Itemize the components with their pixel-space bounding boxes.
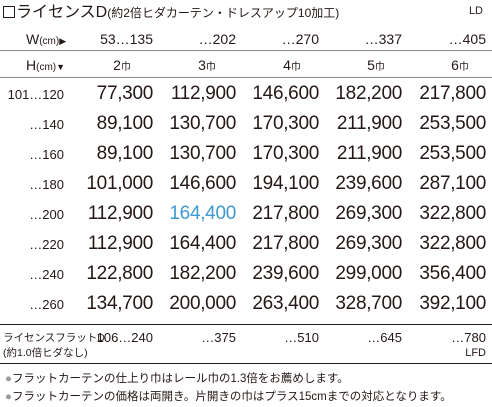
price-cell: 356,400 [419,263,486,284]
divider [0,324,492,325]
price-cell: 269,300 [335,203,402,224]
price-cell: 112,900 [170,83,236,104]
price-cell: 287,100 [419,173,486,194]
price-cell: 239,600 [252,263,319,284]
height-range-label: …180 [29,177,64,192]
price-cell: 269,300 [335,233,402,254]
panel-count: 6 [451,57,459,73]
width-range-cell: …337 [364,31,402,47]
flat-width-cell: 106…240 [96,330,153,345]
flat-width-cell: …645 [367,330,402,345]
width-range-cell: …270 [281,31,319,47]
price-cell: 392,100 [419,293,486,314]
panel-count-cell: 4巾 [252,57,332,73]
title: ライセンスD(約2倍ヒダカーテン・ドレスアップ10加工) [3,3,339,23]
price-cell: 89,100 [96,143,154,164]
price-cell: 130,700 [169,143,236,164]
flat-width-cell: …510 [284,330,319,345]
panel-count: 5 [367,57,375,73]
price-cell: 130,700 [169,113,236,134]
height-range-label: …240 [29,267,64,282]
flat-width-cell: …375 [201,330,236,345]
price-cell: 170,300 [252,143,319,164]
bullet-icon: ● [5,373,12,385]
height-range-label: …220 [29,237,64,252]
price-cell: 322,800 [419,203,486,224]
price-cell: 170,300 [252,113,319,134]
height-range-label: …140 [29,117,64,132]
panel-unit: 巾 [374,62,385,73]
price-cell: 211,900 [336,143,402,164]
price-cell: 328,700 [335,293,402,314]
flat-label-1: ライセンスフラットD [3,332,105,344]
price-cell: 217,800 [252,233,319,254]
price-cell: 217,800 [252,203,319,224]
note-1: ●フラットカーテンの仕上り巾はレール巾の1.3倍をお薦めします。 [5,373,349,385]
panel-count-cell: 5巾 [336,57,416,73]
price-cell: 253,500 [419,143,486,164]
panel-unit: 巾 [120,62,131,73]
price-cell: 146,600 [169,173,236,194]
price-cell: 164,400 [169,233,236,254]
price-cell: 112,900 [87,203,153,224]
price-cell: 101,000 [86,173,153,194]
panel-count-cell: 6巾 [420,57,492,73]
bullet-icon: ● [5,391,12,403]
height-range-label: 101…120 [7,87,64,102]
panel-count: 3 [198,57,206,73]
panel-count-cell: 3巾 [167,57,247,73]
price-cell: 253,500 [419,113,486,134]
price-cell: 263,400 [252,293,319,314]
panel-count-cell: 2巾 [82,57,162,73]
price-cell: 194,100 [252,173,319,194]
height-range-label: …260 [29,297,64,312]
title-sub: (約2倍ヒダカーテン・ドレスアップ10加工) [107,6,340,20]
price-cell: 182,200 [335,83,402,104]
title-main: ライセンスD [16,4,108,21]
width-range-cell: …202 [198,31,236,47]
price-cell: 134,700 [86,293,153,314]
price-cell: 211,900 [336,113,402,134]
checkbox-icon [3,6,15,18]
price-cell: 299,000 [335,263,402,284]
divider [0,77,492,78]
divider [0,363,492,364]
panel-unit: 巾 [458,62,469,73]
price-cell: 239,600 [335,173,402,194]
width-header-label: W(cm)▶ [26,31,67,47]
price-cell: 217,800 [419,83,486,104]
price-cell: 77,300 [96,83,154,104]
flat-product-code: LFD [465,347,486,359]
panel-count: 2 [113,57,121,73]
width-range-cell: …405 [448,31,486,47]
price-cell: 89,100 [96,113,154,134]
height-range-label: …200 [29,207,64,222]
height-range-label: …160 [29,147,64,162]
note-2: ●フラットカーテンの価格は両開き。片開きの巾はプラス15cmまでの対応となります… [5,391,452,403]
divider [0,50,492,51]
price-cell: 122,800 [86,263,153,284]
price-cell: 182,200 [169,263,236,284]
price-cell: 200,000 [169,293,236,314]
panel-unit: 巾 [290,62,301,73]
price-cell: 146,600 [252,83,319,104]
price-cell: 322,800 [419,233,486,254]
flat-label-2: (約1.0倍ヒダなし) [3,347,88,359]
height-header-label: H(cm)▼ [26,57,66,73]
panel-unit: 巾 [205,62,216,73]
product-code: LD [468,5,483,17]
price-cell: 112,900 [87,233,153,254]
price-cell: 164,400 [169,203,236,224]
panel-count: 4 [283,57,291,73]
width-range-cell: 53…135 [100,31,153,47]
flat-width-cell: …780 [451,330,486,345]
